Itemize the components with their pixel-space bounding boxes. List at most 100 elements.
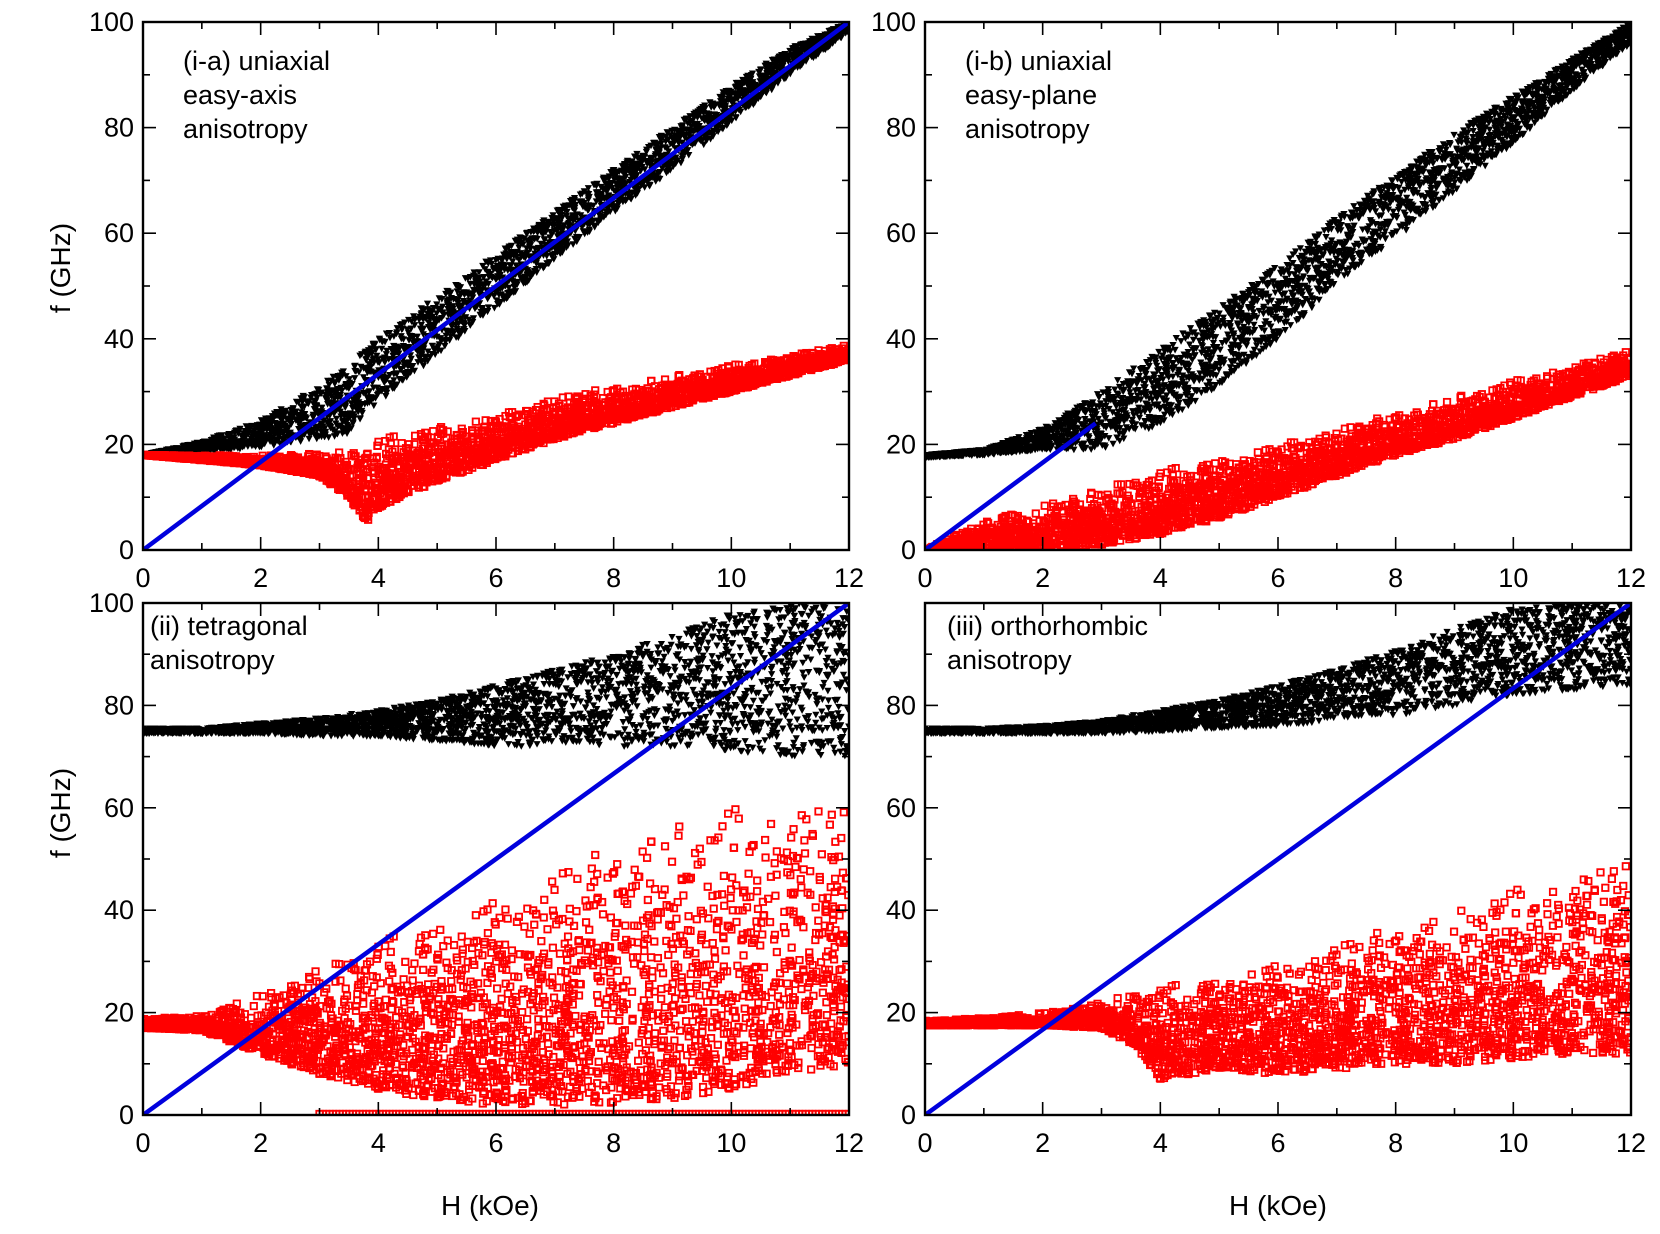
data-point [506,289,514,296]
data-point [771,58,779,65]
data-point [280,422,288,430]
data-point [771,62,779,70]
data-point [352,368,360,375]
data-point [410,367,419,375]
data-point [363,400,372,407]
data-point [747,99,755,107]
data-point [453,325,461,333]
data-point [686,134,695,141]
data-point [349,420,357,428]
data-point [702,114,710,122]
data-point [397,335,405,343]
data-point [334,394,342,402]
data-point [684,126,692,134]
data-point [449,330,458,338]
data-point [524,270,532,278]
data-point [389,384,398,391]
data-point [488,260,496,268]
data-point [252,432,260,439]
data-point [532,259,540,266]
data-point [424,306,432,313]
data-point [585,226,593,234]
data-point [242,433,250,440]
data-point [515,257,523,264]
data-point [396,366,404,373]
data-point [723,122,731,129]
data-point [616,177,625,184]
data-point [622,164,630,171]
data-point [400,359,408,367]
data-point [630,153,639,161]
data-point [632,161,640,169]
data-point [209,447,218,455]
data-point [341,404,349,412]
data-point [656,145,664,152]
data-point [584,194,593,202]
data-point [331,389,340,397]
data-point [464,275,472,282]
data-point [632,192,640,199]
data-point [245,427,253,434]
data-point [270,439,278,447]
data-point [373,352,381,360]
data-point [531,235,539,243]
data-point [288,409,296,417]
data-point [405,337,413,344]
data-point [311,424,320,431]
data-point [717,98,725,105]
data-point [613,182,621,189]
data-point [466,280,474,288]
data-point [684,120,692,127]
data-point [213,445,221,452]
data-point [708,129,716,136]
data-point [411,322,419,329]
data-point [635,155,644,163]
data-point [283,416,291,423]
data-point [381,354,389,362]
data-point [527,228,535,236]
data-point [335,377,343,384]
data-point [745,103,753,110]
data-point [296,435,304,443]
data-point [189,442,197,450]
data-point [356,415,364,423]
data-point [696,106,704,114]
data-point [554,224,563,232]
data-point [353,401,361,409]
chart-panel-i-a: 0 2 4 6 8 10 12 0 20 40 60 80 100 (i-a) uniaxial easy-… [89,7,864,593]
data-point [327,377,335,385]
data-point [426,354,434,361]
data-point [364,365,372,373]
data-point [339,368,347,375]
data-point [455,284,463,291]
data-point [315,408,323,415]
data-point [370,402,378,410]
data-point [183,442,192,450]
data-point [200,439,209,446]
data-point [632,168,640,175]
data-point [325,434,333,441]
data-point [454,334,462,341]
data-point [374,390,382,398]
data-point [734,94,742,102]
data-point [390,371,398,378]
data-point [333,430,341,438]
data-point [601,180,610,188]
data-point [685,151,693,159]
data-point [487,273,495,281]
data-point [757,66,765,74]
data-point [643,177,651,185]
data-point [474,286,482,294]
data-point [619,198,627,206]
data-point [547,252,556,260]
data-point [379,374,387,382]
data-point [701,105,709,112]
data-point [513,281,521,288]
data-point [440,312,448,319]
data-point [417,345,425,353]
data-point [566,222,574,229]
data-point [224,445,232,453]
data-point [300,403,308,411]
data-point [350,398,358,405]
data-point [342,380,350,388]
